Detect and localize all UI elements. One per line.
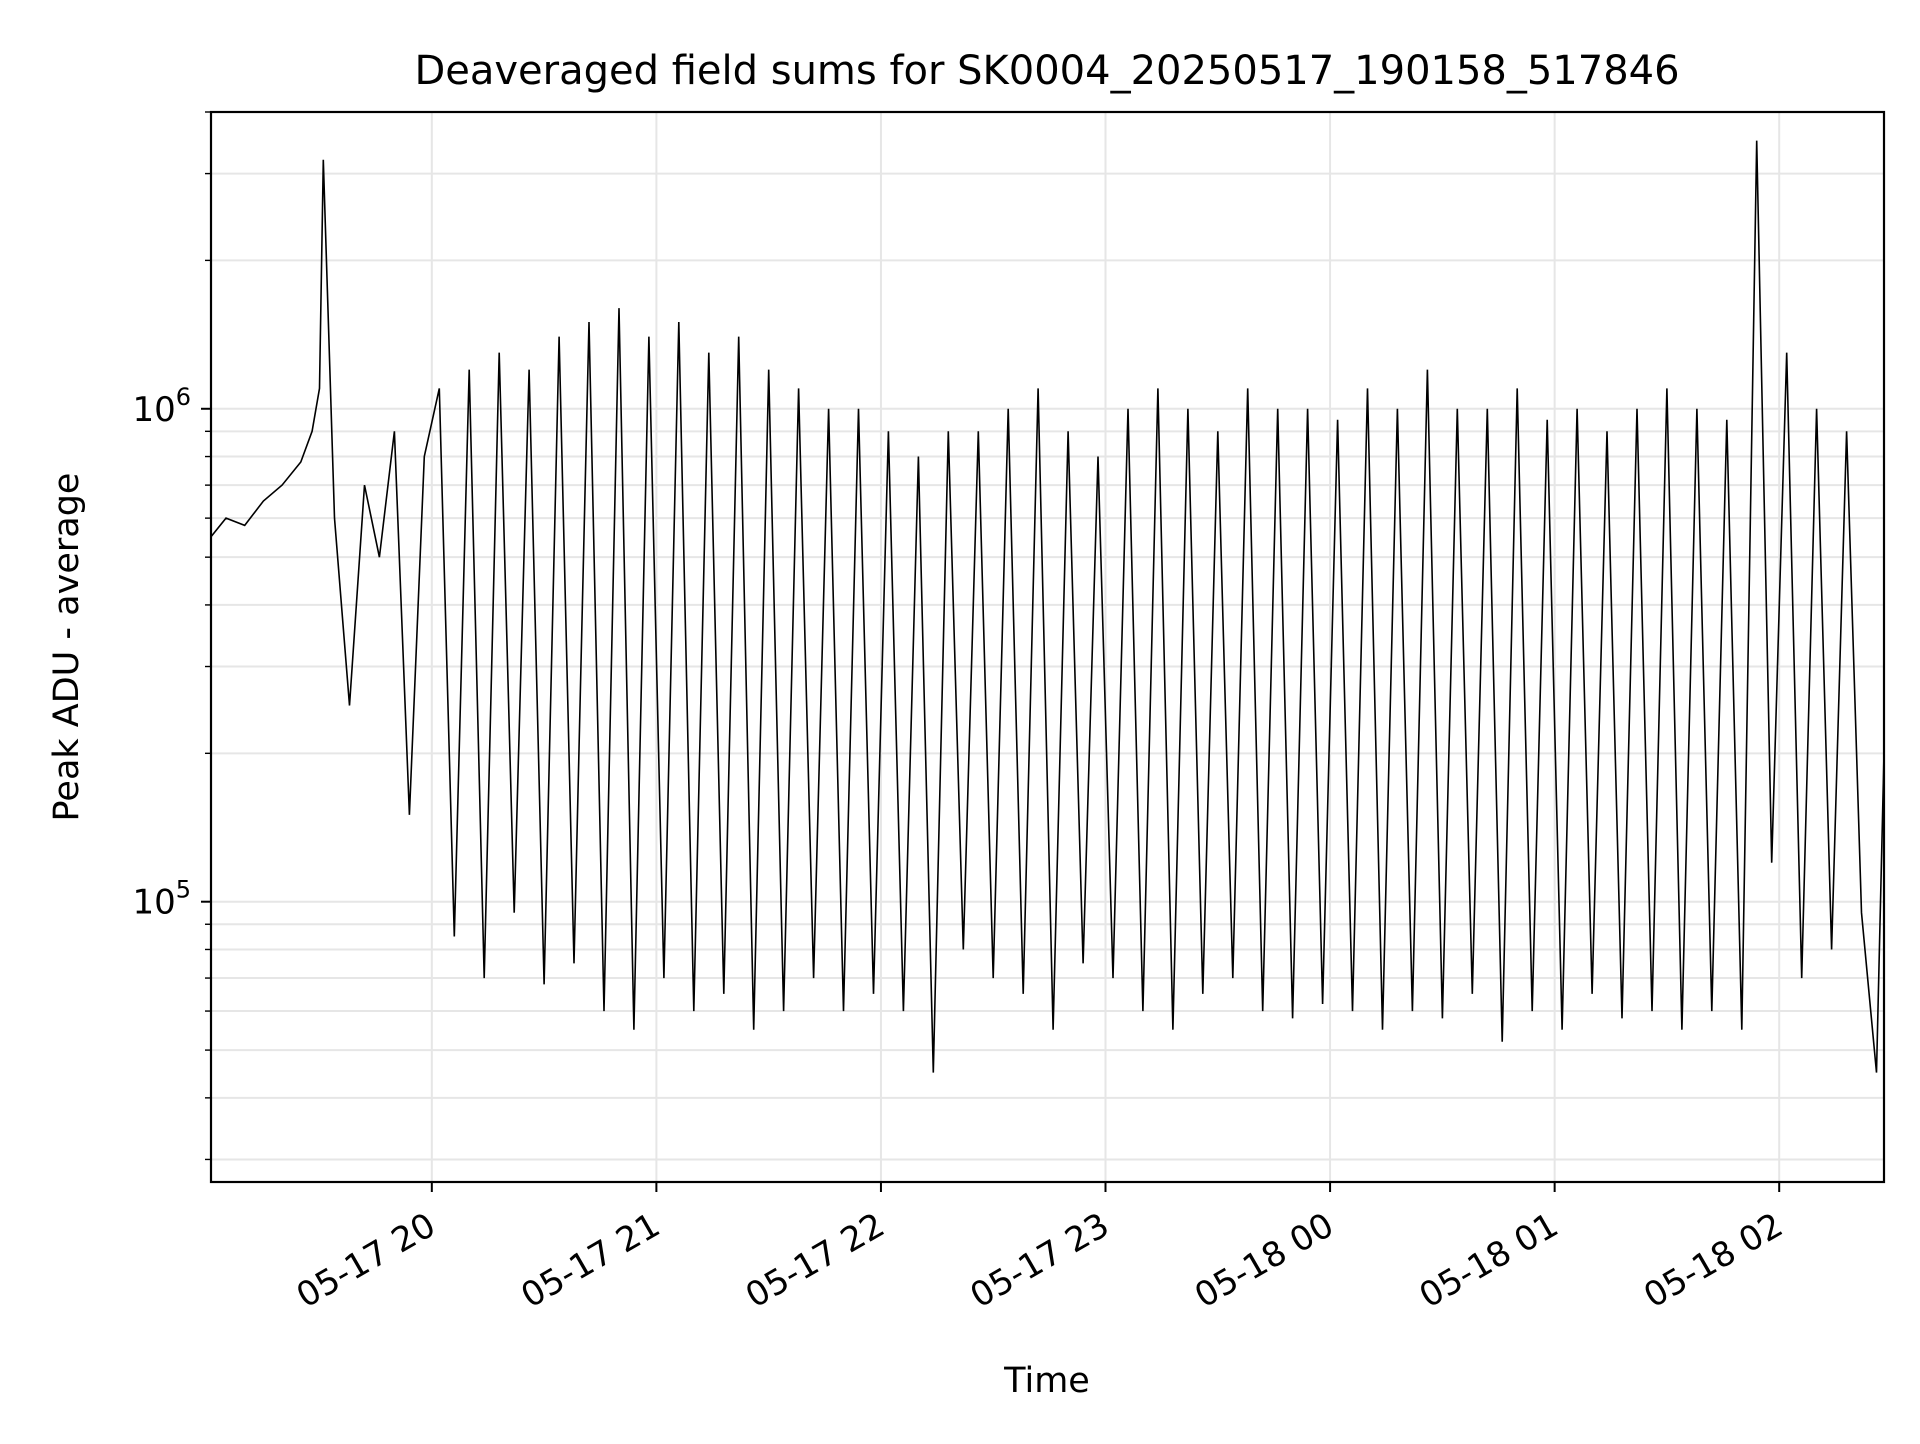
y-tick-base: 10 (132, 390, 175, 430)
y-axis-label: Peak ADU - average (47, 473, 87, 822)
y-tick-base: 10 (132, 883, 175, 923)
y-tick-exponent: 5 (176, 876, 191, 904)
series-line (210, 140, 1885, 1073)
x-axis-label: Time (1003, 1361, 1090, 1401)
plot-frame (209, 110, 1886, 1184)
y-tick-label: 106 (132, 383, 191, 430)
y-tick-exponent: 6 (176, 383, 191, 411)
series-layer (210, 140, 1885, 1073)
y-tick-label: 105 (132, 876, 191, 923)
chart-title: Deaveraged field sums for SK0004_2025051… (414, 48, 1679, 94)
